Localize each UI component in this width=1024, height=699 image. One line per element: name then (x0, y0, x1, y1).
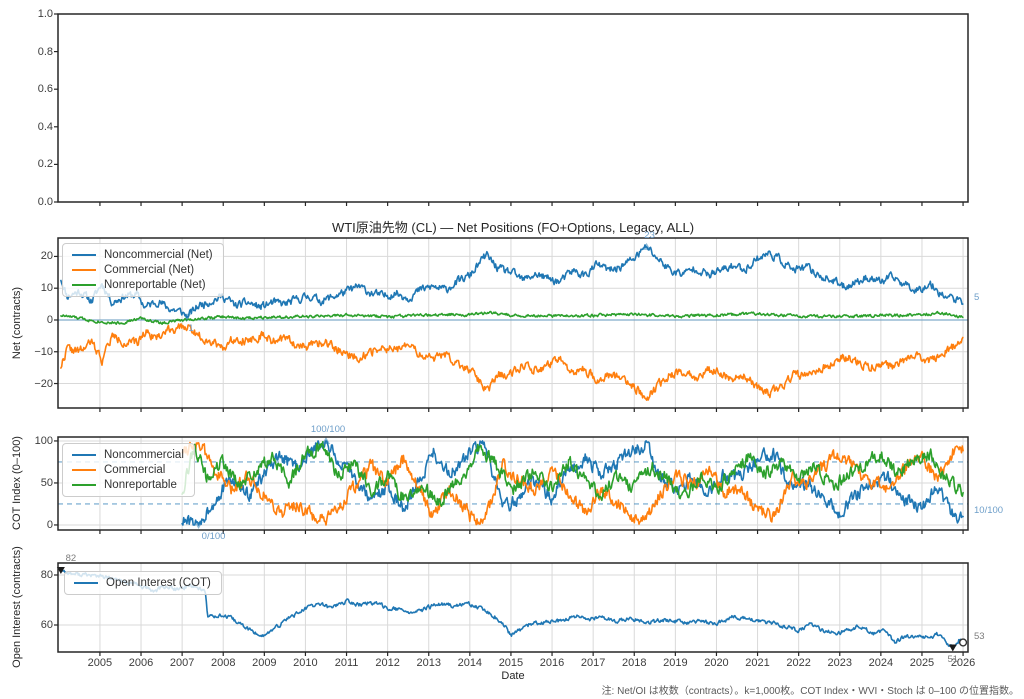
legend-entry: Nonreportable (Net) (72, 279, 213, 291)
legend-line-sample (72, 284, 96, 286)
legend-cot-index: Noncommercial Commercial Nonreportable (62, 443, 195, 497)
legend-label: Commercial (104, 464, 166, 476)
legend-line-sample (72, 269, 96, 271)
legend-entry: Commercial (72, 464, 184, 476)
legend-open-interest: Open Interest (COT) (64, 571, 222, 595)
legend-label: Noncommercial (Net) (104, 249, 213, 261)
legend-label: Nonreportable (104, 479, 177, 491)
legend-line-sample (72, 469, 96, 471)
legend-line-sample (72, 454, 96, 456)
legend-label: Commercial (Net) (104, 264, 195, 276)
legend-label: Open Interest (COT) (106, 577, 211, 589)
legend-line-sample (74, 582, 98, 584)
legend-entry: Noncommercial (72, 449, 184, 461)
legend-line-sample (72, 254, 96, 256)
legend-entry: Open Interest (COT) (74, 577, 211, 589)
legend-net-positions: Noncommercial (Net) Commercial (Net) Nonre… (62, 243, 224, 297)
legend-label: Noncommercial (104, 449, 184, 461)
legend-entry: Commercial (Net) (72, 264, 213, 276)
legend-label: Nonreportable (Net) (104, 279, 206, 291)
legend-line-sample (72, 484, 96, 486)
legend-entry: Noncommercial (Net) (72, 249, 213, 261)
legend-entry: Nonreportable (72, 479, 184, 491)
